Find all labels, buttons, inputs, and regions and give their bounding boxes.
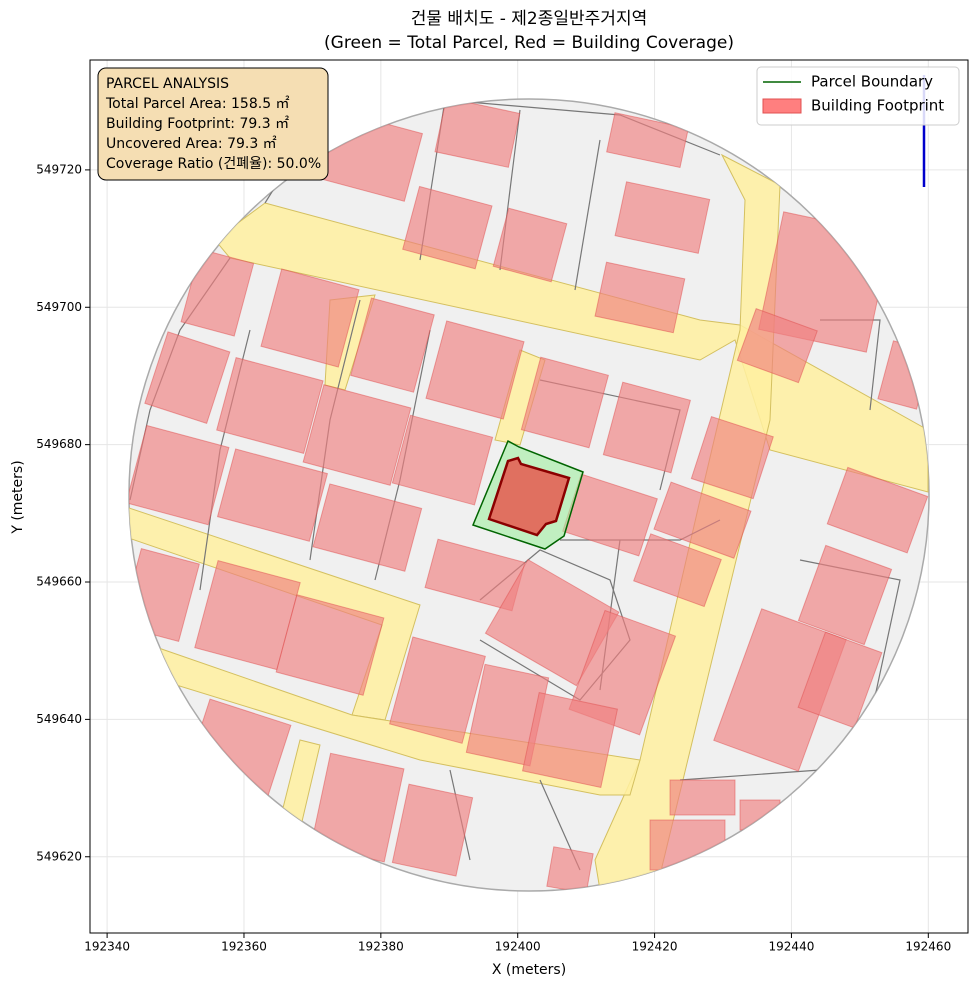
target-building [487,456,571,537]
x-tick-label: 192460 [905,940,951,954]
legend-bg [756,66,960,126]
chart-subtitle: (Green = Total Parcel, Red = Building Co… [324,33,734,53]
annotation-line: Total Parcel Area: 158.5 ㎡ [105,96,290,112]
x-tick-label: 192440 [769,940,815,954]
legend-label: Parcel Boundary [811,73,933,91]
x-tick-label: 192340 [84,940,130,954]
y-tick-label: 549720 [36,162,82,176]
site-map [128,75,930,892]
legend: Parcel Boundary Building Footprint [756,66,960,126]
y-axis-label: Y (meters) [10,460,26,534]
legend-label: Building Footprint [811,97,944,115]
annotation-line: Coverage Ratio (건폐율): 50.0% [106,156,321,172]
y-tick-label: 549620 [36,849,82,863]
annotation-line: PARCEL ANALYSIS [106,76,229,92]
annotation-bg [97,67,329,181]
site-features [129,99,929,891]
x-tick-label: 192420 [632,940,678,954]
y-tick-label: 549660 [36,575,82,589]
annotation-line: Uncovered Area: 79.3 ㎡ [106,136,277,152]
x-axis-label: X (meters) [492,962,566,978]
annotation-box: PARCEL ANALYSIS Total Parcel Area: 158.5 … [97,67,329,181]
buildings [129,99,929,891]
x-tick-label: 192380 [358,940,404,954]
y-tick-label: 549700 [36,300,82,314]
x-tick-label: 192400 [495,940,541,954]
y-tick-label: 549680 [36,437,82,451]
annotation-line: Building Footprint: 79.3 ㎡ [106,116,289,132]
legend-swatch [762,98,802,114]
x-tick-label: 192360 [221,940,267,954]
plot-frame [89,59,969,934]
chart-title: 건물 배치도 - 제2종일반주거지역 [411,9,647,29]
y-tick-label: 549640 [36,712,82,726]
